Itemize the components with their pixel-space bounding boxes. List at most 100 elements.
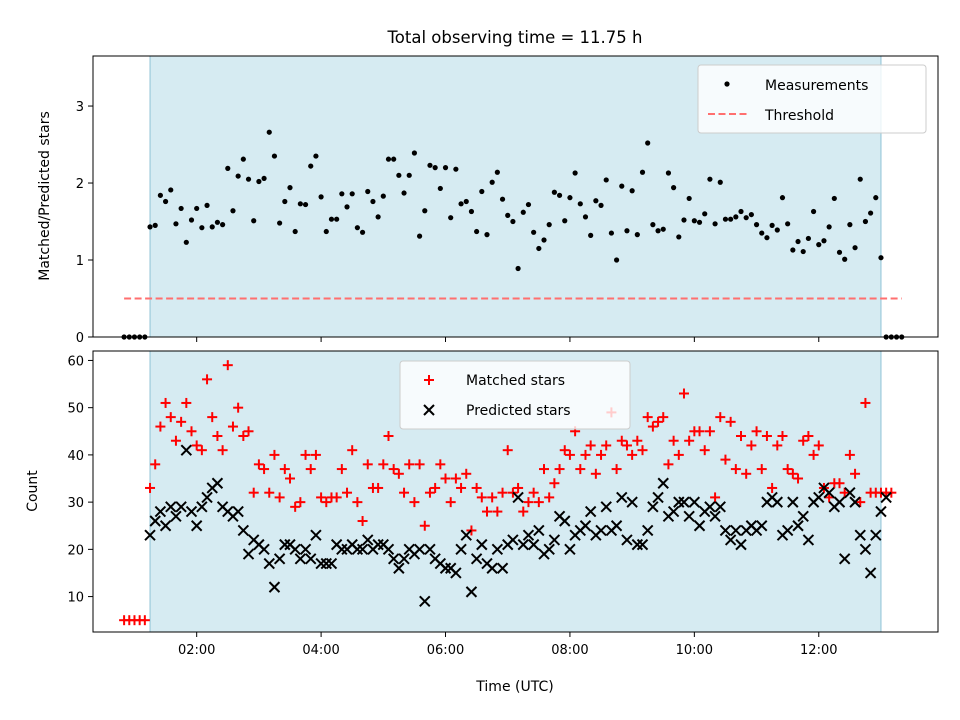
measurement-point [385,156,392,162]
measurement-point [588,232,594,238]
measurement-point [525,201,532,208]
matched-stars-point [673,449,684,460]
matched-stars-point [316,492,327,503]
measurement-point [220,222,226,228]
matched-stars-point [756,464,767,475]
measurement-point [785,221,791,227]
measurement-point [779,195,786,201]
matched-stars-point [715,412,726,423]
measurement-point [318,194,324,200]
measurement-point [764,235,770,241]
ratio-axes-frame [92,55,939,338]
matched-stars-point [544,492,555,503]
predicted-stars-point [600,501,612,513]
measurement-point [209,224,215,230]
predicted-stars-point [170,510,182,523]
matched-stars-point [233,402,244,413]
y-tick-label: 20 [67,543,84,558]
measurement-point [256,178,262,185]
legend-matched-marker [424,375,434,385]
measurement-point [567,195,573,201]
measurement-point [432,165,438,171]
measurement-point [370,198,376,205]
predicted-stars-point [372,538,384,551]
measurement-point [380,193,386,199]
predicted-stars-point [849,496,861,508]
matched-stars-point [855,497,866,508]
matched-stars-point [253,459,264,470]
measurement-point [474,228,480,235]
measurement-point [639,169,646,175]
measurement-point [769,222,775,228]
x-tick-label: 02:00 [178,643,215,658]
matched-stars-point [378,459,389,470]
matched-stars-point [290,501,301,512]
measurement-point [334,216,340,222]
matched-stars-point [440,473,451,484]
legend-predicted-label: Predicted stars [466,403,571,419]
y-tick-label: 0 [76,331,84,346]
predicted-stars-point [833,496,846,508]
measurement-point [541,237,547,243]
matched-stars-point [694,426,705,437]
matched-stars-point [528,487,539,498]
measurement-point [479,188,485,195]
measurement-point [821,238,827,244]
predicted-stars-point [279,538,291,551]
y-tick-label: 3 [76,100,84,115]
matched-stars-point [699,445,710,456]
matched-stars-point [767,482,778,493]
measurement-point [401,190,407,196]
matched-stars-point [839,487,850,498]
matched-stars-point [362,459,373,470]
predicted-stars-point [512,491,524,504]
matched-stars-point [596,449,607,460]
measurement-point [743,215,749,221]
measurement-point [499,196,506,202]
measurement-point [277,220,283,226]
matched-stars-point [787,468,798,479]
predicted-stars-point [756,520,768,532]
predicted-stars-point [382,543,395,556]
predicted-stars-point [678,496,690,508]
measurement-point [562,218,568,224]
measurement-point [168,187,174,193]
matched-stars-point [424,487,435,498]
predicted-stars-point [299,543,312,556]
measurement-point [297,201,303,207]
measurement-point [313,153,319,159]
predicted-stars-point [465,586,478,598]
predicted-stars-point [548,534,561,546]
matched-stars-point [331,492,342,503]
predicted-stars-point [450,567,462,579]
measurement-point [484,232,490,238]
matched-stars-point [575,464,586,475]
matched-stars-point [165,412,176,423]
measurement-point [712,221,718,227]
predicted-stars-point [263,557,275,570]
measurement-point [696,219,703,225]
matched-stars-point [222,360,233,371]
predicted-stars-point [180,444,193,456]
legend-measurements-label: Measurements [765,78,868,94]
predicted-stars-point [273,553,286,565]
measurement-point [722,216,729,222]
x-axis-label: Time (UTC) [475,679,553,695]
matched-stars-point [207,412,218,423]
matched-stars-point [336,464,347,475]
predicted-stars-point [533,524,545,537]
measurement-point [759,230,765,236]
measurement-point [437,185,443,192]
measurement-point [147,224,153,230]
matched-stars-point [513,482,524,493]
measurement-point [556,192,563,198]
measurement-point [676,234,682,240]
predicted-stars-point [781,524,794,537]
predicted-stars-point [413,543,426,556]
predicted-stars-point [616,491,628,504]
predicted-stars-point [486,562,498,574]
matched-stars-point [191,440,202,451]
predicted-stars-point [704,501,716,513]
matched-stars-point [772,440,783,451]
matched-stars-point [238,431,249,442]
